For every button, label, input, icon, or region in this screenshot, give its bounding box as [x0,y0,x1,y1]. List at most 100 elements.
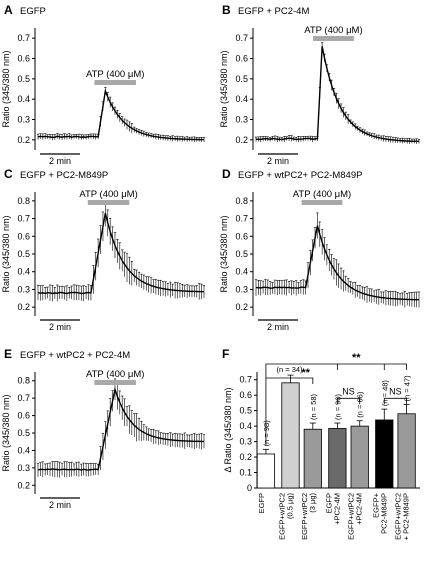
scale-bar-label-A: 2 min [49,156,71,166]
category-label-1: EGFP+wtPC2 [277,493,286,540]
bar-1 [281,382,300,489]
y-tick-label-C: 0.3 [17,284,30,294]
panel-label-C: C [4,167,13,181]
n-label-5: (n = 48) [380,380,389,407]
stimulus-bar-E [94,380,136,385]
category-label-4: +PC2-4M [355,493,364,525]
bar-2 [303,428,322,489]
category-label-5: PC2-M849P [379,493,388,534]
category-label-4: EGFP+wtPC2 [347,493,356,540]
ns-bracket [336,397,361,405]
y-tick-label-E: 0.3 [17,463,30,473]
panel-title-D: EGFP + wtPC2+ PC2-M849P [238,170,362,181]
stimulus-label-D: ATP (400 μM) [293,189,351,200]
y-tick-label-E: 0.2 [17,480,30,490]
y-tick-label-D: 0.8 [235,196,248,206]
panel-label-D: D [222,167,231,181]
category-label-2: (3 μg) [308,493,317,513]
sig-bracket-long [265,363,408,446]
y-tick-label-B: 0.7 [235,33,248,43]
y-tick-label-B: 0.2 [235,135,248,145]
trace-line-D [255,225,420,301]
category-label-5: EGFP+ [371,492,380,517]
y-tick-label-A: 0.7 [17,33,30,43]
bar-4 [350,425,369,489]
n-label-6: (n = 47) [403,375,412,402]
y-tick-label-F: 0.3 [239,437,252,447]
bar-5 [375,419,394,489]
trace-line-E [37,386,205,471]
y-tick-label-E: 0.4 [17,445,30,455]
sig-mark-long: ** [352,352,361,364]
panel-label-E: E [4,347,12,361]
panel-title-B: EGFP + PC2-4M [238,6,309,17]
y-tick-label-C: 0.8 [17,196,30,206]
scale-bar-label-D: 2 min [267,322,289,332]
panel-label-B: B [222,3,231,17]
n-label-0: (n = 98) [262,420,271,447]
stimulus-label-A: ATP (400 μM) [86,69,144,80]
y-tick-label-D: 0.3 [235,284,248,294]
panel-title-C: EGFP + PC2-M849P [20,170,108,181]
trace-line-A [37,88,205,141]
stimulus-label-E: ATP (400 μM) [86,369,144,380]
y-tick-label-F: 0.6 [239,390,252,400]
y-tick-label-F: 0.2 [239,452,252,462]
y-tick-label-A: 0.4 [17,94,30,104]
category-label-3: +PC2-4M [332,493,341,525]
stimulus-label-C: ATP (400 μM) [79,189,137,200]
y-tick-label-D: 0.2 [235,302,248,312]
n-label-1: (n = 34) [276,365,303,374]
stimulus-bar-C [87,200,130,205]
category-label-3: EGFP [324,493,333,513]
y-tick-label-B: 0.3 [235,115,248,125]
stimulus-bar-A [94,80,136,85]
n-label-4: (n = 66) [356,391,365,418]
y-tick-label-E: 0.6 [17,411,30,421]
category-label-2: EGFP+wtPC2 [300,493,309,540]
y-tick-label-F: 0 [247,483,252,493]
panel-label-F: F [222,347,229,361]
y-tick-label-B: 0.4 [235,94,248,104]
bar-3 [328,428,347,489]
y-tick-label-F: 0.1 [239,468,252,478]
bar-6 [397,413,416,489]
category-label-0: EGFP [257,493,266,513]
stimulus-label-B: ATP (400 μM) [304,25,362,36]
y-tick-label-B: 0.5 [235,74,248,84]
category-label-1: (0.5 μg) [285,493,294,519]
y-tick-label-F: 0.5 [239,406,252,416]
sig-bracket-short [265,377,314,384]
panel-title-E: EGFP + wtPC2 + PC2-4M [20,350,130,361]
y-tick-label-C: 0.6 [17,231,30,241]
y-tick-label-D: 0.6 [235,231,248,241]
y-tick-label-F: 0.7 [239,375,252,385]
y-axis-label-D: Ratio (345/380 nm) [219,215,229,292]
y-tick-label-D: 0.5 [235,249,248,259]
scale-bar-label-E: 2 min [49,500,71,510]
y-tick-label-C: 0.4 [17,267,30,277]
y-tick-label-E: 0.5 [17,428,30,438]
bar-0 [256,453,276,489]
panel-label-A: A [4,3,13,17]
stimulus-bar-B [313,36,354,41]
n-label-2: (n = 58) [309,393,318,420]
stimulus-bar-D [301,200,343,205]
ns-label: NS [389,386,402,396]
category-label-6: EGFP+wtPC2 [394,493,403,540]
y-tick-label-A: 0.3 [17,115,30,125]
sig-mark-short: ** [301,367,310,379]
y-tick-label-C: 0.7 [17,214,30,224]
n-label-3: (n = 90) [333,393,342,420]
y-tick-label-A: 0.6 [17,54,30,64]
y-tick-label-A: 0.2 [17,135,30,145]
y-tick-label-E: 0.7 [17,393,30,403]
y-tick-label-C: 0.2 [17,302,30,312]
y-axis-label-F: Δ Ratio (345/380 nm) [223,387,233,472]
y-axis-label-C: Ratio (345/380 nm) [1,215,11,292]
y-axis-label-A: Ratio (345/380 nm) [1,50,11,127]
y-tick-label-E: 0.8 [17,376,30,386]
y-axis-label-E: Ratio (345/380 nm) [1,394,11,471]
y-tick-label-C: 0.5 [17,249,30,259]
